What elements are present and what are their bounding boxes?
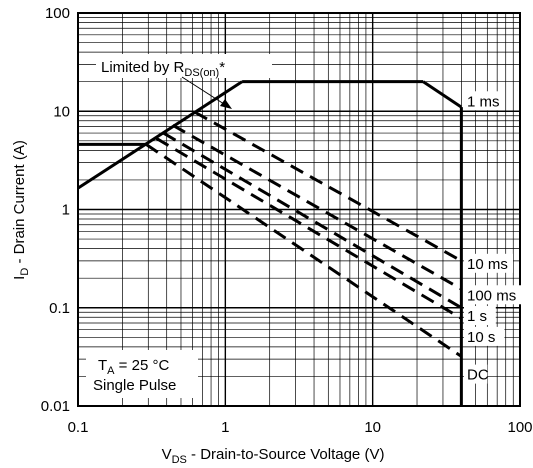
x-axis-label: VDS - Drain-to-Source Voltage (V) — [162, 446, 385, 466]
series-label: 10 s — [467, 329, 495, 346]
x-tick-label: 100 — [507, 419, 532, 436]
x-tick-label: 0.1 — [68, 419, 89, 436]
series-label-bg — [464, 326, 505, 346]
series-line-1-s — [162, 131, 463, 310]
y-tick-label: 1 — [62, 202, 70, 219]
annotation-arrow-line — [181, 76, 225, 105]
series-line-dc — [145, 143, 463, 358]
series-label-bg — [464, 306, 496, 326]
ta-text: TA = 25 °C — [98, 357, 169, 377]
y-axis-label: ID - Drain Current (A) — [11, 140, 31, 280]
series-line-1-ms — [422, 80, 463, 109]
plot-lines — [77, 80, 463, 406]
plot-frame — [77, 12, 521, 407]
series-label: 100 ms — [467, 287, 516, 304]
x-tick-label: 1 — [221, 419, 229, 436]
annotation-arrow-head — [220, 99, 232, 109]
x-tick-label: 10 — [364, 419, 381, 436]
y-tick-label: 0.1 — [49, 300, 70, 317]
series-line-10-s — [155, 137, 463, 320]
rds-limit-line — [77, 80, 243, 190]
series-line-10-ms — [194, 110, 463, 263]
series-label-bg — [464, 91, 505, 111]
y-tick-label: 0.01 — [41, 398, 70, 415]
y-tick-label: 10 — [53, 103, 70, 120]
series-label-bg — [464, 364, 488, 384]
annotation-limited-text: Limited by RDS(on)* — [101, 59, 225, 79]
series-label-bg — [464, 285, 522, 305]
series-label: DC — [467, 367, 489, 384]
series-label-bg — [464, 253, 513, 273]
series-label: 10 ms — [467, 256, 508, 273]
series-label: 1 ms — [467, 93, 500, 110]
series-line-100-ms — [172, 123, 463, 291]
single-pulse-text: Single Pulse — [93, 377, 176, 394]
conditions-box: TA = 25 °C Single Pulse — [86, 350, 198, 398]
series-labels: 1 ms 10 ms 100 ms 1 s 10 s DC — [464, 91, 522, 384]
tick-labels: 0.1 1 10 100 100 10 1 0.1 0.01 — [41, 5, 533, 436]
annotation-limited-by-rds: Limited by RDS(on)* — [96, 54, 272, 109]
series-label: 1 s — [467, 308, 487, 325]
y-tick-label: 100 — [45, 5, 70, 22]
